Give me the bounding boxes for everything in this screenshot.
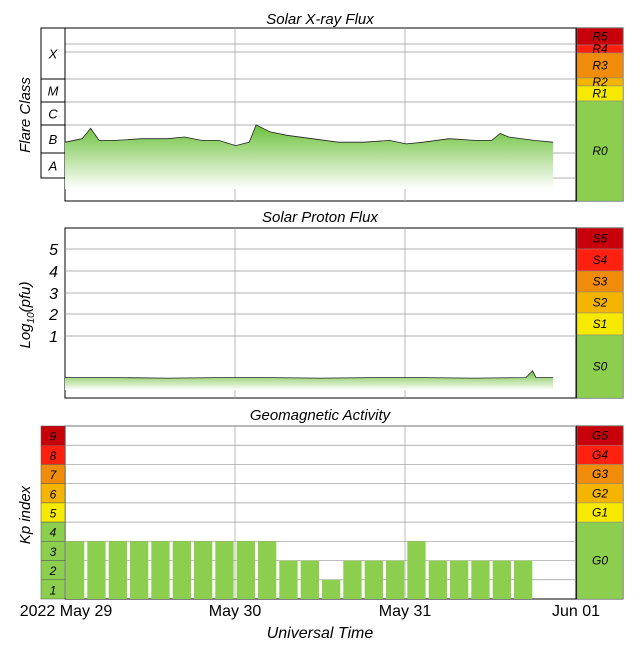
kp-scale-label: G4 xyxy=(592,448,608,462)
kp-bar xyxy=(407,541,426,599)
xray-class-box xyxy=(40,152,66,179)
proton-panel-title: Solar Proton Flux xyxy=(262,209,378,226)
x-axis-title: Universal Time xyxy=(267,625,374,642)
proton-ylabel-sub: 10 xyxy=(26,312,37,324)
xray-scale-label: R1 xyxy=(592,87,607,101)
xray-class-label: X xyxy=(48,47,59,62)
proton-ylabel-main: Log xyxy=(17,323,34,349)
proton-y-tick-label: 1 xyxy=(49,329,58,346)
kp-bar xyxy=(343,560,362,599)
kp-scale-label: G2 xyxy=(592,486,608,500)
kp-bar xyxy=(322,579,341,599)
kp-bar xyxy=(364,560,383,599)
kp-bar xyxy=(194,541,213,599)
kp-bar xyxy=(279,560,298,599)
kp-bar xyxy=(492,560,511,599)
x-tick-label: Jun 01 xyxy=(552,603,600,620)
kp-y-tick-label: 4 xyxy=(50,526,57,540)
proton-scale-label: S3 xyxy=(593,275,608,289)
xray-y-axis-label: Flare Class xyxy=(17,77,34,153)
kp-y-tick-label: 8 xyxy=(50,449,57,463)
xray-flux-line xyxy=(64,124,554,147)
kp-scale-label: G5 xyxy=(592,429,608,443)
kp-bar xyxy=(130,541,149,599)
xray-scale-label: R5 xyxy=(592,30,608,44)
kp-bar xyxy=(386,560,405,599)
proton-flux-area xyxy=(65,370,554,390)
xray-scale-label: R4 xyxy=(592,42,608,56)
proton-scale-label: S2 xyxy=(593,296,608,310)
kp-bar xyxy=(151,541,170,599)
xray-class-label: M xyxy=(48,84,59,99)
proton-ylabel-tail: (pfu) xyxy=(17,281,34,312)
proton-y-tick-label: 4 xyxy=(49,264,58,281)
xray-flux-area xyxy=(65,124,554,189)
xray-scale-label: R3 xyxy=(592,59,608,73)
proton-scale-cell xyxy=(576,334,624,399)
xray-scale-cell xyxy=(576,100,624,202)
proton-y-tick-label: 2 xyxy=(48,307,58,324)
kp-bar xyxy=(66,541,85,599)
xray-class-label: A xyxy=(48,159,58,174)
proton-y-tick-label: 5 xyxy=(49,242,58,259)
xray-scale-label: R0 xyxy=(592,144,608,158)
xray-scale-label: R2 xyxy=(592,75,608,89)
proton-scale-label: S0 xyxy=(593,360,608,374)
kp-y-tick-label: 6 xyxy=(50,487,57,501)
xray-scale-cell xyxy=(576,52,624,79)
kp-bar xyxy=(258,541,277,599)
x-tick-label: May 30 xyxy=(209,603,262,620)
kp-scale-cell xyxy=(576,521,624,600)
kp-bar xyxy=(514,560,533,599)
kp-bar xyxy=(471,560,490,599)
kp-y-tick-label: 1 xyxy=(50,583,57,597)
proton-y-tick-label: 3 xyxy=(49,286,58,303)
kp-bar xyxy=(450,560,469,599)
kp-y-tick-label: 7 xyxy=(50,468,58,482)
kp-bar xyxy=(87,541,106,599)
xray-panel-title: Solar X-ray Flux xyxy=(266,11,374,28)
kp-bar xyxy=(300,560,319,599)
kp-y-tick-label: 3 xyxy=(50,545,57,559)
kp-scale-label: G3 xyxy=(592,467,608,481)
x-tick-label: 2022 May 29 xyxy=(20,603,113,620)
geomagnetic-y-axis-label: Kp index xyxy=(17,485,34,544)
kp-bar xyxy=(108,541,127,599)
xray-class-box xyxy=(40,27,66,80)
kp-y-tick-label: 5 xyxy=(50,507,57,521)
kp-y-tick-label: 9 xyxy=(50,430,57,444)
kp-scale-label: G0 xyxy=(592,554,608,568)
xray-class-label: C xyxy=(48,107,58,122)
kp-bar xyxy=(428,560,447,599)
kp-bar xyxy=(236,541,255,599)
proton-scale-label: S1 xyxy=(593,317,608,331)
kp-bar xyxy=(172,541,191,599)
kp-y-tick-label: 2 xyxy=(49,564,57,578)
proton-plot-frame xyxy=(64,227,577,399)
xray-class-label: B xyxy=(49,132,58,147)
geomagnetic-panel-title: Geomagnetic Activity xyxy=(250,407,392,424)
x-tick-label: May 31 xyxy=(379,603,432,620)
proton-scale-label: S5 xyxy=(593,232,608,246)
proton-flux-line xyxy=(65,370,554,379)
proton-scale-label: S4 xyxy=(593,253,608,267)
kp-scale-label: G1 xyxy=(592,506,608,520)
proton-y-axis-label: Log10(pfu) xyxy=(17,281,37,348)
kp-level-cell xyxy=(40,579,66,600)
kp-bar xyxy=(215,541,234,599)
